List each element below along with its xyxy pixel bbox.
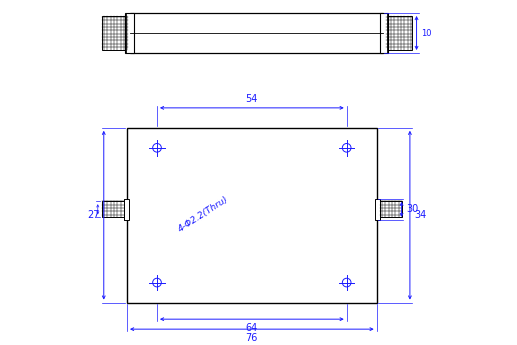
Bar [127,128,376,303]
Text: 27: 27 [87,210,99,220]
Text: 34: 34 [414,210,427,220]
Bar [102,201,124,217]
Text: 30: 30 [406,204,418,214]
Bar [386,16,412,50]
Bar [126,13,134,53]
Bar [130,13,383,53]
Text: 76: 76 [246,334,258,344]
Bar [380,201,402,217]
Text: 64: 64 [246,324,258,334]
Text: 10: 10 [421,29,431,38]
Bar [375,199,380,220]
Text: 54: 54 [246,93,258,104]
Text: 4-Φ2.2(Thru): 4-Φ2.2(Thru) [177,195,231,234]
Bar [380,13,388,53]
Bar [124,199,129,220]
Bar [102,16,128,50]
